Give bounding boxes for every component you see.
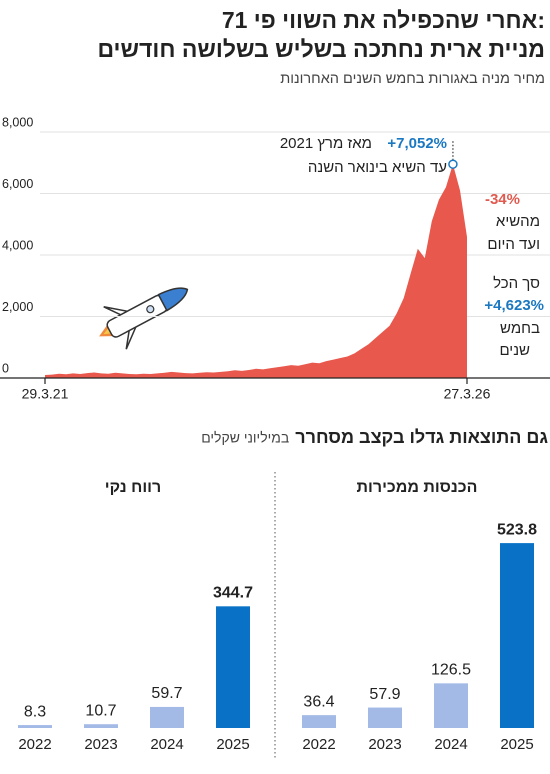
bar	[150, 706, 184, 728]
y-tick-label: 8,000	[2, 115, 33, 129]
annotation: +7,052%	[387, 135, 447, 152]
value-label: 344.7	[213, 585, 253, 602]
annotation: עד השיא בינואר השנה	[308, 159, 447, 176]
annotation: סך הכל	[493, 275, 540, 292]
x-tick-label: 2022	[302, 736, 335, 753]
x-tick-label: 29.3.21	[22, 386, 69, 402]
x-tick-label: 27.3.26	[444, 386, 491, 402]
bar	[368, 707, 402, 728]
annotation: ועד היום	[487, 236, 540, 253]
subtitle: מחיר מניה באגורות בחמש השנים האחרונות	[280, 71, 545, 87]
x-tick-label: 2023	[368, 736, 401, 753]
rocket-icon	[99, 287, 189, 350]
annotation: +4,623%	[484, 297, 544, 314]
annotation: מאז מרץ 2021	[280, 135, 372, 152]
bar	[302, 715, 336, 728]
bar	[434, 683, 468, 728]
bar	[18, 725, 52, 728]
bar	[84, 724, 118, 728]
peak-marker	[448, 159, 458, 169]
annotation: מהשיא	[496, 213, 540, 230]
bar	[216, 606, 250, 728]
panel-title: רווח נקי	[105, 479, 161, 496]
x-tick-label: 2024	[434, 736, 467, 753]
section-unit: במיליוני שקלים	[201, 430, 289, 446]
title-line: מניית ארית נחתכה בשליש בשלושה חודשים	[97, 36, 545, 62]
value-label: 57.9	[369, 686, 400, 703]
value-label: 8.3	[24, 703, 46, 720]
x-tick-label: 2024	[150, 736, 183, 753]
y-tick-label: 4,000	[2, 238, 33, 252]
bar	[500, 543, 534, 728]
y-tick-label: 2,000	[2, 300, 33, 314]
x-tick-label: 2022	[18, 736, 51, 753]
annotation: -34%	[485, 191, 520, 208]
annotation: שנים	[499, 342, 530, 359]
x-tick-label: 2025	[216, 736, 249, 753]
title-line: אחרי שהכפילה את השווי פי 71:	[222, 7, 545, 33]
y-tick-label: 6,000	[2, 177, 33, 191]
panel-title: הכנסות ממכירות	[357, 479, 478, 496]
value-label: 36.4	[303, 693, 334, 710]
value-label: 523.8	[497, 521, 537, 538]
price-area	[45, 164, 467, 378]
x-tick-label: 2025	[500, 736, 533, 753]
value-label: 59.7	[151, 685, 182, 702]
value-label: 126.5	[431, 662, 471, 679]
y-tick-label: 0	[2, 361, 9, 375]
x-tick-label: 2023	[84, 736, 117, 753]
value-label: 10.7	[85, 702, 116, 719]
section-title: גם התוצאות גדלו בקצב מסחרר	[295, 427, 548, 447]
annotation: בחמש	[500, 320, 540, 337]
